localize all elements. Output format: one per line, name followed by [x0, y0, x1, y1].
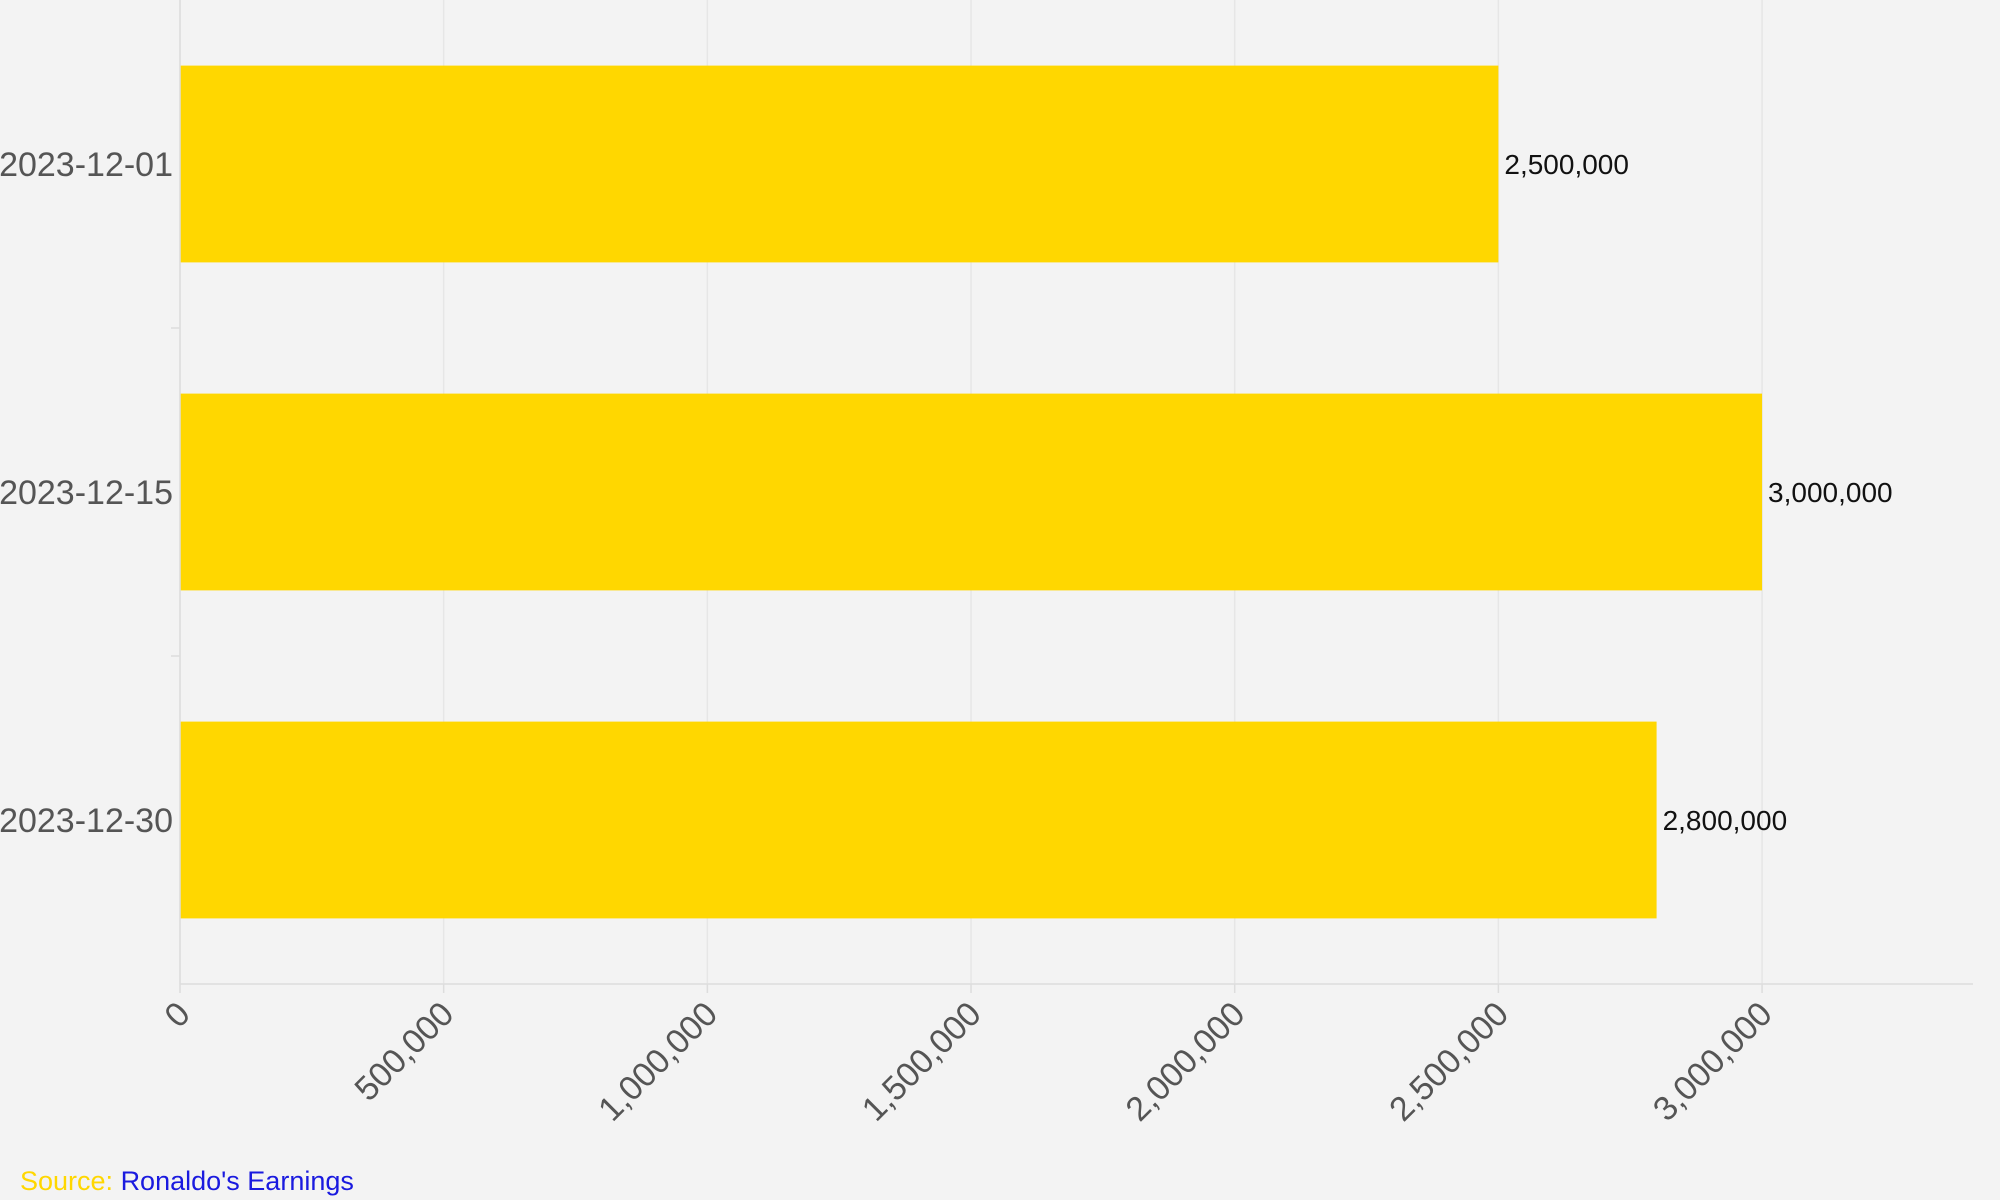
x-tick-label: 3,000,000	[1646, 995, 1780, 1129]
category-label: 2023-12-30	[0, 802, 173, 840]
x-tick-label: 2,500,000	[1382, 995, 1516, 1129]
bar-2023-12-30[interactable]	[180, 721, 1657, 919]
data-label: 3,000,000	[1768, 477, 1893, 508]
x-tick-label: 0	[157, 995, 197, 1035]
bar-2023-12-01[interactable]	[180, 65, 1499, 263]
source-prefix: Source:	[20, 1166, 121, 1196]
bars	[180, 65, 1763, 919]
axes	[171, 0, 1973, 993]
x-tick-label: 2,000,000	[1119, 995, 1253, 1129]
source-link[interactable]: Ronaldo's Earnings	[120, 1166, 354, 1196]
source-note: Source: Ronaldo's Earnings	[20, 1166, 354, 1197]
x-tick-label: 1,500,000	[855, 995, 989, 1129]
x-tick-label: 1,000,000	[591, 995, 725, 1129]
data-label: 2,800,000	[1663, 805, 1788, 836]
category-label: 2023-12-15	[0, 474, 173, 512]
x-tick-label: 500,000	[348, 995, 462, 1109]
category-label: 2023-12-01	[0, 146, 173, 184]
labels: 2,500,000 2023-12-01 3,000,000 2023-12-15 2,…	[0, 146, 1893, 1129]
data-label: 2,500,000	[1504, 149, 1629, 180]
bar-2023-12-15[interactable]	[180, 393, 1763, 591]
